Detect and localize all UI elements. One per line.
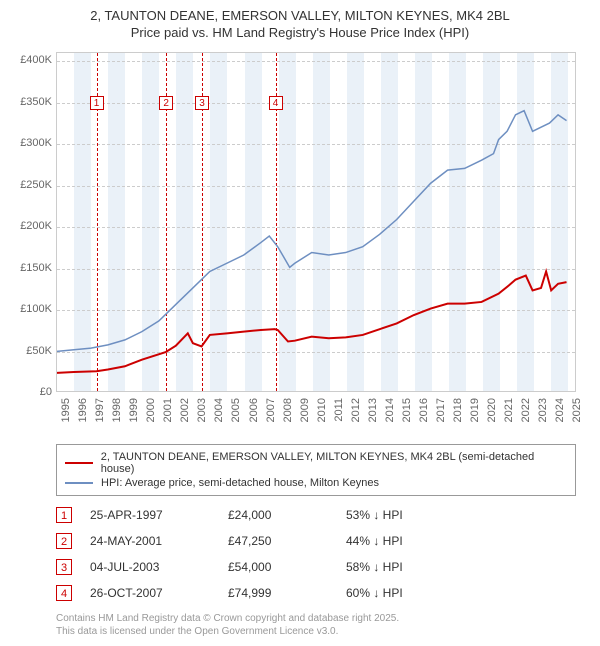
event-diff: 58% ↓ HPI bbox=[346, 560, 466, 574]
event-number-box: 1 bbox=[56, 507, 72, 523]
x-axis-label: 1999 bbox=[128, 398, 140, 438]
x-axis-label: 2017 bbox=[435, 398, 447, 438]
x-axis-label: 2019 bbox=[469, 398, 481, 438]
x-axis-label: 2015 bbox=[401, 398, 413, 438]
x-axis-label: 2002 bbox=[179, 398, 191, 438]
x-axis-label: 2013 bbox=[367, 398, 379, 438]
event-number-box: 2 bbox=[56, 533, 72, 549]
chart-subtitle: Price paid vs. HM Land Registry's House … bbox=[10, 25, 590, 40]
y-axis-label: £400K bbox=[10, 54, 52, 66]
legend-label: HPI: Average price, semi-detached house,… bbox=[101, 477, 379, 489]
x-axis-label: 2016 bbox=[418, 398, 430, 438]
event-price: £74,999 bbox=[228, 586, 328, 600]
line-layer bbox=[57, 53, 575, 391]
x-axis-label: 2022 bbox=[520, 398, 532, 438]
event-diff: 44% ↓ HPI bbox=[346, 534, 466, 548]
y-axis-label: £0 bbox=[10, 386, 52, 398]
event-diff: 53% ↓ HPI bbox=[346, 508, 466, 522]
x-axis-label: 2003 bbox=[196, 398, 208, 438]
event-marker: 1 bbox=[90, 96, 104, 110]
event-price: £47,250 bbox=[228, 534, 328, 548]
y-axis-label: £200K bbox=[10, 220, 52, 232]
footer-line1: Contains HM Land Registry data © Crown c… bbox=[56, 612, 576, 625]
x-axis-label: 2025 bbox=[571, 398, 583, 438]
y-axis-label: £100K bbox=[10, 303, 52, 315]
event-marker: 4 bbox=[269, 96, 283, 110]
x-axis-label: 2008 bbox=[282, 398, 294, 438]
legend-row: HPI: Average price, semi-detached house,… bbox=[65, 477, 567, 489]
x-axis-label: 2024 bbox=[554, 398, 566, 438]
event-date: 24-MAY-2001 bbox=[90, 534, 210, 548]
chart-area: £0 £50K £100K £150K £200K £250K £300K £350K £400… bbox=[10, 46, 590, 436]
event-row: 4 26-OCT-2007 £74,999 60% ↓ HPI bbox=[56, 580, 576, 606]
legend-swatch bbox=[65, 462, 93, 464]
x-axis-label: 1997 bbox=[94, 398, 106, 438]
x-axis-label: 1996 bbox=[77, 398, 89, 438]
footer-attribution: Contains HM Land Registry data © Crown c… bbox=[56, 612, 576, 638]
x-axis-label: 2001 bbox=[162, 398, 174, 438]
event-date: 25-APR-1997 bbox=[90, 508, 210, 522]
y-axis-label: £250K bbox=[10, 179, 52, 191]
event-number-box: 3 bbox=[56, 559, 72, 575]
event-row: 2 24-MAY-2001 £47,250 44% ↓ HPI bbox=[56, 528, 576, 554]
event-price: £54,000 bbox=[228, 560, 328, 574]
x-axis-label: 2023 bbox=[537, 398, 549, 438]
y-axis-label: £300K bbox=[10, 137, 52, 149]
series-hpi bbox=[57, 111, 567, 352]
x-axis-label: 2010 bbox=[316, 398, 328, 438]
legend-swatch bbox=[65, 482, 93, 484]
event-price: £24,000 bbox=[228, 508, 328, 522]
event-number-box: 4 bbox=[56, 585, 72, 601]
x-axis-label: 2012 bbox=[350, 398, 362, 438]
y-axis-label: £150K bbox=[10, 262, 52, 274]
footer-line2: This data is licensed under the Open Gov… bbox=[56, 625, 576, 638]
event-diff: 60% ↓ HPI bbox=[346, 586, 466, 600]
x-axis-label: 2005 bbox=[230, 398, 242, 438]
series-property bbox=[57, 272, 567, 373]
legend-row: 2, TAUNTON DEANE, EMERSON VALLEY, MILTON… bbox=[65, 451, 567, 475]
legend-label: 2, TAUNTON DEANE, EMERSON VALLEY, MILTON… bbox=[101, 451, 567, 475]
x-axis-label: 2009 bbox=[299, 398, 311, 438]
event-marker: 3 bbox=[195, 96, 209, 110]
x-axis-label: 2018 bbox=[452, 398, 464, 438]
events-table: 1 25-APR-1997 £24,000 53% ↓ HPI 2 24-MAY-2001… bbox=[56, 502, 576, 606]
event-row: 3 04-JUL-2003 £54,000 58% ↓ HPI bbox=[56, 554, 576, 580]
x-axis-label: 1998 bbox=[111, 398, 123, 438]
x-axis-label: 2014 bbox=[384, 398, 396, 438]
x-axis-label: 2000 bbox=[145, 398, 157, 438]
event-date: 26-OCT-2007 bbox=[90, 586, 210, 600]
x-axis-label: 2020 bbox=[486, 398, 498, 438]
plot-region: 1 2 3 4 bbox=[56, 52, 576, 392]
event-marker: 2 bbox=[159, 96, 173, 110]
x-axis-label: 2006 bbox=[248, 398, 260, 438]
x-axis-label: 2021 bbox=[503, 398, 515, 438]
x-axis-label: 2004 bbox=[213, 398, 225, 438]
y-axis-label: £50K bbox=[10, 345, 52, 357]
chart-title: 2, TAUNTON DEANE, EMERSON VALLEY, MILTON… bbox=[10, 8, 590, 23]
event-date: 04-JUL-2003 bbox=[90, 560, 210, 574]
x-axis-label: 2011 bbox=[333, 398, 345, 438]
x-axis-label: 2007 bbox=[265, 398, 277, 438]
event-row: 1 25-APR-1997 £24,000 53% ↓ HPI bbox=[56, 502, 576, 528]
x-axis-label: 1995 bbox=[60, 398, 72, 438]
y-axis-label: £350K bbox=[10, 96, 52, 108]
legend: 2, TAUNTON DEANE, EMERSON VALLEY, MILTON… bbox=[56, 444, 576, 496]
